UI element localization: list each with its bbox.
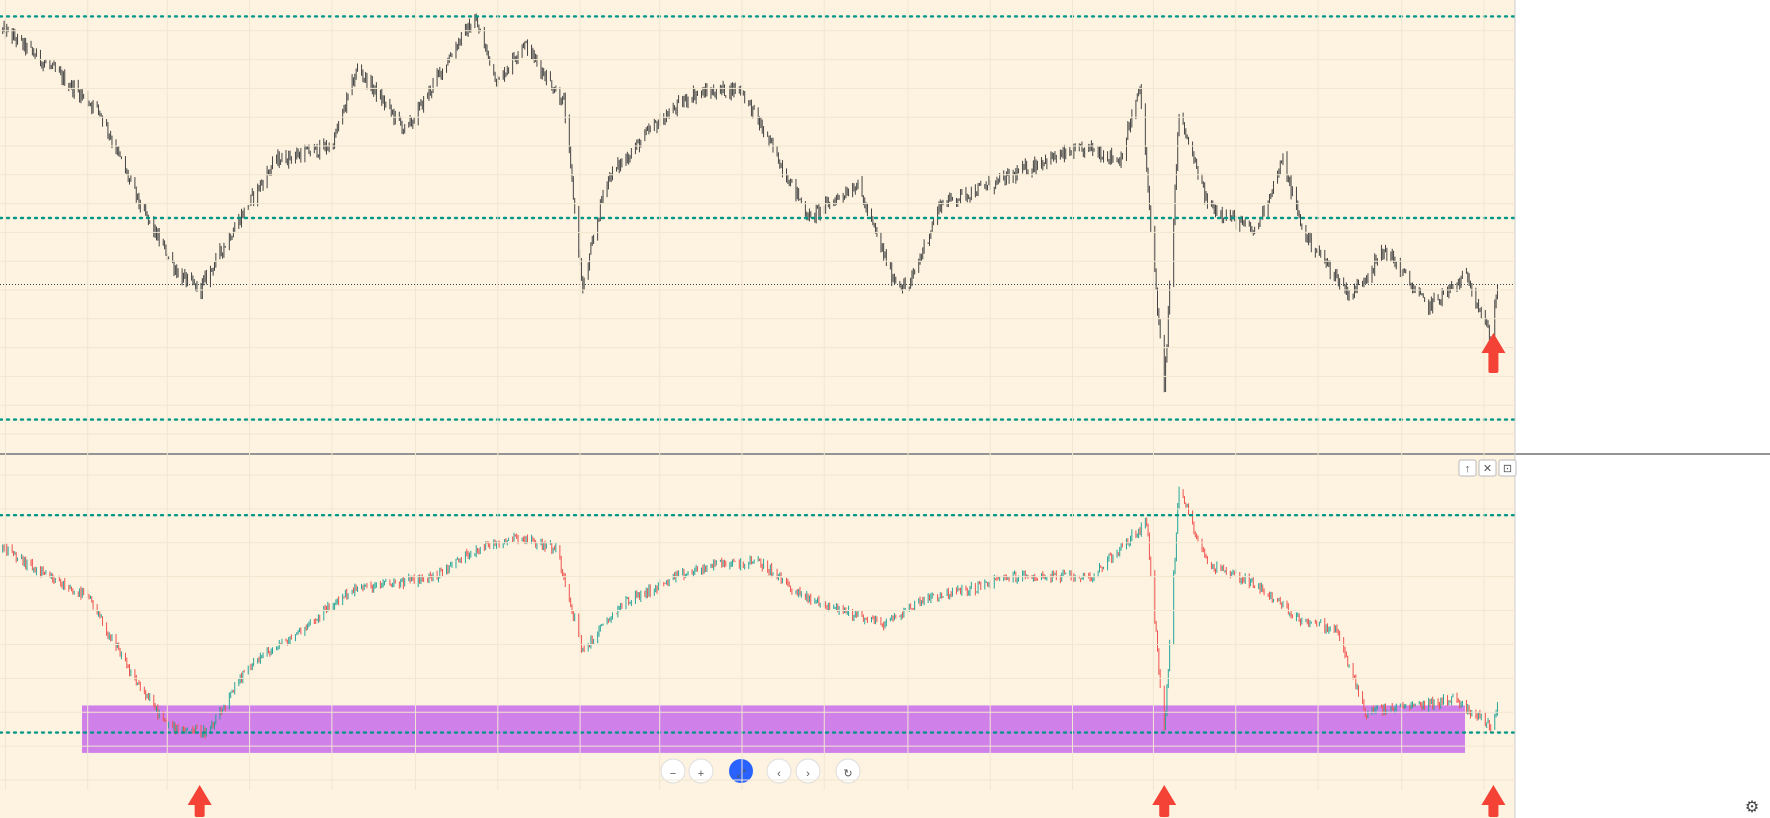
arrow-shaft — [194, 803, 205, 817]
maximize-button[interactable]: ⊡ — [1498, 459, 1517, 477]
zoom-in-button-circle — [688, 758, 714, 784]
close-button-frame — [1478, 459, 1497, 477]
arrow-shaft — [1488, 351, 1499, 373]
zoom-in-icon: + — [698, 768, 704, 780]
up-arrow-marker[interactable] — [1481, 785, 1506, 817]
reset-zoom-button-circle — [729, 759, 753, 783]
close-icon: ✕ — [1483, 463, 1492, 475]
lower-price-pane[interactable] — [0, 455, 1517, 790]
grid — [0, 0, 1515, 790]
move-up-icon: ↑ — [1465, 463, 1471, 475]
price-axis-background — [1515, 0, 1770, 818]
move-up-button-frame — [1458, 459, 1477, 477]
chart-toolbar: − + ⤢ ‹ › ↻ — [660, 758, 861, 784]
maximize-button-frame — [1498, 459, 1517, 477]
reset-icon: ↻ — [843, 768, 852, 780]
arrow-head — [1152, 785, 1177, 805]
arrow-shaft — [1159, 803, 1170, 817]
maximize-icon: ⊡ — [1503, 463, 1512, 475]
support-zone[interactable] — [82, 705, 1465, 753]
zoom-out-button-circle — [660, 758, 686, 784]
reset-zoom-button[interactable]: ⤢ — [729, 759, 753, 783]
arrow-shaft — [1488, 803, 1499, 817]
upper-pane-background — [0, 0, 1515, 453]
scroll-right-icon: › — [806, 768, 810, 780]
move-up-button[interactable]: ↑ — [1458, 459, 1477, 477]
scroll-left-button[interactable]: ‹ — [766, 758, 792, 784]
zoom-out-icon: − — [670, 768, 676, 780]
zoom-in-button[interactable]: + — [688, 758, 714, 784]
scroll-right-button[interactable]: › — [795, 758, 821, 784]
arrow-head — [187, 785, 212, 805]
pane-controls: ↑ ✕ ⊡ — [1458, 459, 1517, 477]
time-axis-background — [0, 790, 1515, 818]
reset-button-circle — [835, 758, 861, 784]
up-arrow-marker[interactable] — [1152, 785, 1177, 817]
reset-button[interactable]: ↻ — [835, 758, 861, 784]
scroll-left-button-circle — [766, 758, 792, 784]
arrow-head — [1481, 785, 1506, 805]
settings-gear-icon[interactable]: ⚙ — [1745, 797, 1759, 816]
reset-zoom-icon: ⤢ — [737, 768, 746, 780]
close-button[interactable]: ✕ — [1478, 459, 1497, 477]
up-arrow-marker[interactable] — [1481, 333, 1506, 373]
upper-price-pane[interactable] — [0, 0, 1517, 453]
arrow-head — [1481, 333, 1506, 353]
up-arrow-marker[interactable] — [187, 785, 212, 817]
scroll-right-button-circle — [795, 758, 821, 784]
zoom-out-button[interactable]: − — [660, 758, 686, 784]
scroll-left-icon: ‹ — [777, 768, 781, 780]
